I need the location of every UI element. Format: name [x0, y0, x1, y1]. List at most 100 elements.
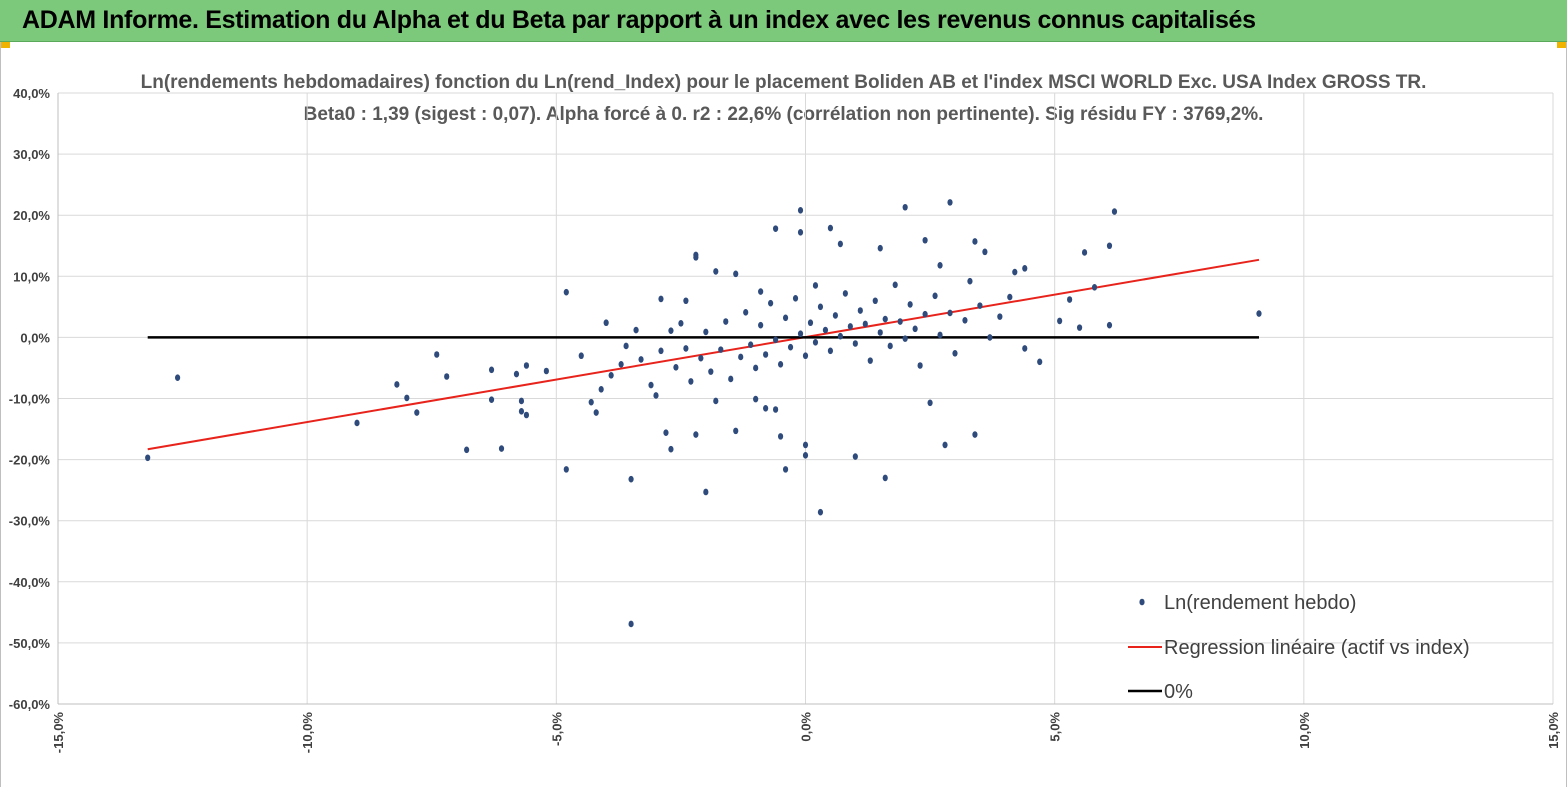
scatter-point [648, 381, 654, 389]
scatter-point [822, 326, 829, 334]
scatter-point [942, 441, 948, 449]
y-tick-label: -60,0% [9, 697, 51, 712]
x-tick-label: -15,0% [51, 712, 66, 754]
y-tick-label: -40,0% [9, 575, 51, 590]
scatter-point [907, 301, 913, 308]
scatter-point [837, 240, 843, 248]
scatter-point [1057, 317, 1063, 325]
chart-legend: Ln(rendement hebdo) Regression linéaire (… [1128, 592, 1470, 703]
scatter-point [753, 395, 759, 403]
scatter-point [847, 323, 853, 330]
scatter-point [708, 368, 714, 375]
y-tick-label: 30,0% [13, 147, 50, 162]
scatter-point [932, 292, 938, 300]
y-tick-label: -20,0% [9, 453, 51, 468]
scatter-point [688, 378, 694, 385]
chart-title: Ln(rendements hebdomadaires) fonction du… [0, 67, 1567, 131]
scatter-point [518, 408, 525, 415]
scatter-point [513, 370, 520, 378]
scatter-point [777, 360, 784, 368]
scatter-point [693, 431, 699, 438]
scatter-point [773, 225, 779, 232]
scatter-point [628, 475, 634, 483]
scatter-point [518, 397, 525, 405]
scatter-point [758, 288, 764, 295]
scatter-point [578, 352, 584, 360]
scatter-point [563, 466, 569, 473]
scatter-point [892, 281, 898, 289]
scatter-point [912, 325, 918, 333]
scatter-point [937, 331, 943, 339]
scatter-point [1022, 345, 1028, 352]
scatter-point [668, 445, 674, 453]
scatter-point [1022, 265, 1028, 272]
scatter-point [817, 303, 824, 311]
scatter-point [1111, 208, 1118, 215]
scatter-point [773, 406, 779, 413]
scatter-point [852, 453, 858, 460]
scatter-point [902, 203, 908, 211]
scatter-point [414, 409, 420, 416]
x-tick-label: 10,0% [1297, 712, 1312, 749]
scatter-point [683, 345, 689, 352]
scatter-point [175, 374, 181, 382]
x-tick-label: 15,0% [1546, 712, 1561, 749]
scatter-point [563, 288, 569, 296]
scatter-point [658, 295, 664, 303]
scatter-point [962, 316, 968, 324]
scatter-point [927, 399, 933, 407]
scatter-point [827, 224, 834, 232]
scatter-point [782, 466, 789, 473]
scatter-point [668, 327, 674, 334]
corner-marker-right [1557, 42, 1567, 48]
scatter-point [1067, 296, 1073, 303]
scatter-point [733, 427, 739, 435]
scatter-point [832, 312, 839, 319]
scatter-point [947, 199, 953, 206]
scatter-point [618, 360, 624, 368]
scatter-point [768, 299, 774, 307]
scatter-point [952, 349, 958, 357]
header-banner: ADAM Informe. Estimation du Alpha et du … [0, 0, 1567, 42]
scatter-point [797, 229, 804, 236]
scatter-point [488, 366, 495, 374]
chart-title-line1: Ln(rendements hebdomadaires) fonction du… [140, 72, 1427, 93]
scatter-point [698, 354, 704, 362]
scatter-point [713, 397, 719, 405]
legend-label: Regression linéaire (actif vs index) [1164, 637, 1470, 659]
scatter-point [464, 446, 470, 454]
scatter-point [753, 364, 759, 372]
scatter-point [882, 474, 888, 482]
scatter-point [972, 431, 978, 438]
scatter-point [628, 620, 634, 628]
scatter-point [703, 328, 709, 336]
scatter-point [633, 326, 639, 334]
scatter-point [922, 236, 928, 244]
legend-label: 0% [1164, 681, 1193, 703]
scatter-point [982, 248, 988, 256]
scatter-point [922, 310, 928, 318]
series-points [145, 199, 1262, 628]
corner-marker-left [0, 42, 10, 48]
scatter-point [852, 340, 858, 347]
scatter-point [1037, 358, 1043, 366]
scatter-point [743, 309, 749, 316]
scatter-point [787, 343, 794, 351]
scatter-point [1091, 283, 1098, 291]
y-tick-label: 40,0% [13, 86, 50, 101]
scatter-point [1081, 249, 1088, 256]
scatter-point [713, 268, 719, 275]
scatter-point [797, 330, 804, 338]
scatter-point [523, 362, 530, 369]
scatter-point [857, 307, 863, 314]
scatter-point [1256, 310, 1262, 317]
scatter-point [498, 445, 505, 452]
scatter-point [145, 454, 151, 462]
scatter-point [1007, 293, 1013, 301]
scatter-point [897, 318, 903, 325]
scatter-point [1106, 321, 1113, 329]
scatter-point [404, 394, 410, 402]
scatter-point [434, 351, 440, 358]
y-tick-label: -50,0% [9, 636, 51, 651]
